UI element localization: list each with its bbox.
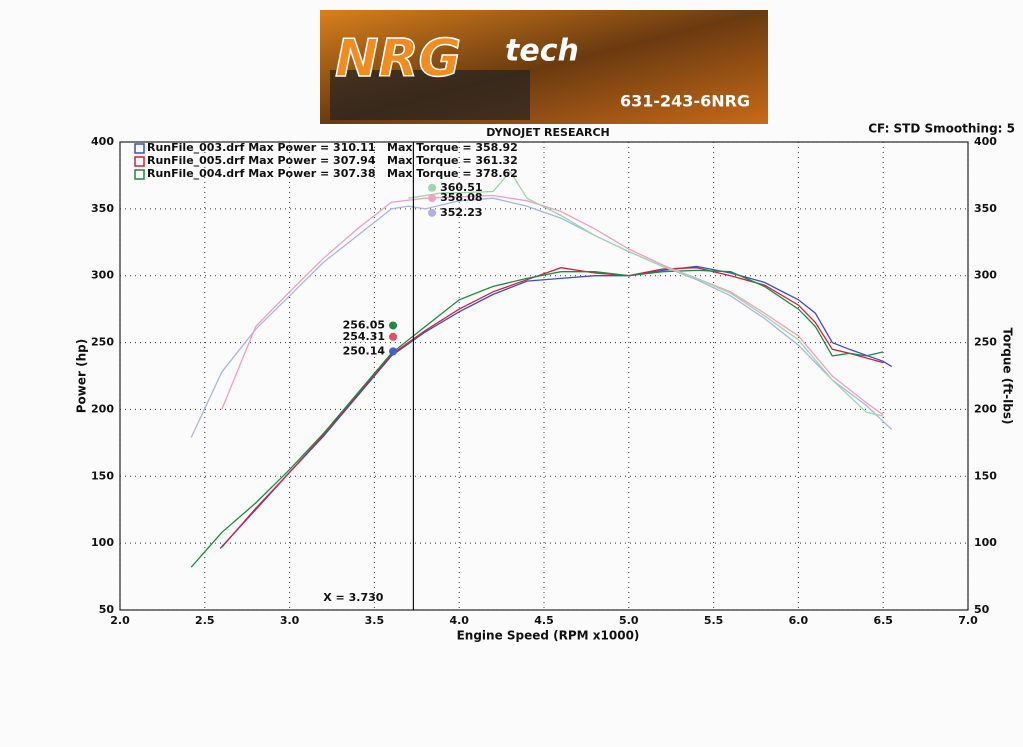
x-tick-label: 2.0	[110, 614, 130, 627]
cursor-point	[428, 183, 437, 192]
cursor-value: 352.23	[440, 206, 482, 219]
chart-title: DYNOJET RESEARCH	[486, 126, 609, 139]
y2-tick-label: 100	[974, 536, 997, 549]
y-tick-label: 300	[91, 269, 114, 282]
series-line	[219, 265, 893, 549]
cursor-point	[389, 321, 398, 330]
series-line	[221, 267, 884, 548]
legend-torque-label: Max Torque = 378.62	[387, 167, 518, 180]
y2-tick-label: 50	[974, 603, 990, 616]
legend-label: RunFile_005.drf Max Power = 307.94	[147, 154, 376, 167]
x-tick-label: 5.0	[619, 614, 639, 627]
legend-torque-label: Max Torque = 361.32	[387, 154, 518, 167]
x-tick-label: 4.0	[449, 614, 469, 627]
cursor-value: 360.51	[440, 181, 482, 194]
y2-tick-label: 400	[974, 135, 997, 148]
legend-swatch	[134, 169, 145, 180]
logo-sub: tech	[505, 34, 579, 69]
cursor-point	[389, 332, 398, 341]
y-tick-label: 400	[91, 135, 114, 148]
y-tick-label: 150	[91, 469, 114, 482]
logo-checker	[330, 70, 530, 120]
cursor-value: 254.31	[343, 330, 385, 343]
y-axis-label: Power (hp)	[75, 339, 89, 413]
series-line	[408, 170, 884, 417]
y-tick-label: 250	[91, 336, 114, 349]
cursor-point	[428, 194, 437, 203]
legend-label: RunFile_004.drf Max Power = 307.38	[147, 167, 376, 180]
logo-brand: NRG	[335, 29, 461, 89]
y2-tick-label: 150	[974, 469, 997, 482]
cursor-value: 250.14	[343, 344, 386, 357]
y-tick-label: 350	[91, 202, 114, 215]
cursor-value: 358.08	[440, 191, 482, 204]
y2-tick-label: 300	[974, 269, 997, 282]
chart-subtitle: CF: STD Smoothing: 5	[868, 122, 1015, 136]
legend-torque-label: Max Torque = 358.92	[387, 141, 518, 154]
y2-tick-label: 200	[974, 402, 997, 415]
logo: NRG tech 631-243-6NRG	[320, 10, 768, 124]
x-tick-label: 6.5	[873, 614, 893, 627]
y2-tick-label: 250	[974, 336, 997, 349]
legend-swatch	[134, 156, 145, 167]
legend-swatch	[134, 143, 145, 154]
cursor-label: X = 3.730	[323, 591, 383, 604]
cursor-value: 256.05	[343, 318, 385, 331]
y-tick-label: 200	[91, 402, 114, 415]
x-tick-label: 4.5	[534, 614, 554, 627]
logo-phone: 631-243-6NRG	[620, 92, 750, 111]
y-tick-label: 50	[99, 603, 115, 616]
x-tick-label: 3.5	[365, 614, 385, 627]
x-axis-label: Engine Speed (RPM x1000)	[457, 629, 640, 643]
cursor-point	[389, 347, 398, 356]
y2-axis-label: Torque (ft-lbs)	[1001, 328, 1015, 425]
cursor-point	[428, 208, 437, 217]
x-tick-label: 5.5	[704, 614, 724, 627]
x-tick-label: 2.5	[195, 614, 215, 627]
legend-label: RunFile_003.drf Max Power = 310.11	[147, 141, 376, 154]
series-line	[190, 269, 884, 568]
y-tick-label: 100	[91, 536, 114, 549]
series-line	[190, 197, 893, 438]
series-line	[221, 194, 884, 416]
x-tick-label: 3.0	[280, 614, 300, 627]
x-tick-label: 6.0	[789, 614, 809, 627]
y2-tick-label: 350	[974, 202, 997, 215]
x-tick-label: 7.0	[958, 614, 978, 627]
